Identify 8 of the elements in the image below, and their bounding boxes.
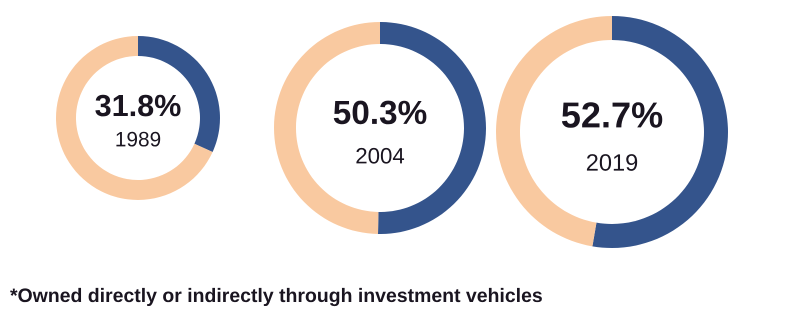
data-label: 31.8% bbox=[95, 94, 181, 116]
donut-slice bbox=[56, 36, 213, 200]
data-label: 50.3% bbox=[334, 100, 426, 124]
text: *Owned directly or indirectly through investment vehicles bbox=[10, 288, 542, 306]
text: 2019 bbox=[586, 154, 638, 171]
data-label: 52.7% bbox=[562, 102, 662, 128]
text: 1989 bbox=[116, 132, 160, 147]
text: 2004 bbox=[356, 148, 404, 164]
